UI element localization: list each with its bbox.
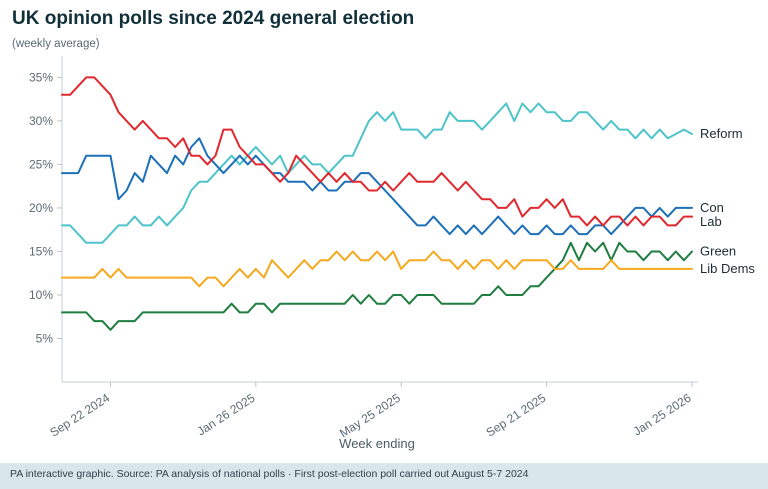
y-tick-label: 10% [29,288,53,302]
x-tick-label: Sep 21 2025 [484,391,549,440]
y-tick-label: 15% [29,244,53,258]
series-label-lab: Lab [700,214,722,229]
series-line-lib-dems [61,250,693,288]
series-label-reform: Reform [700,126,743,141]
series-line-reform [61,102,693,244]
y-tick-label: 30% [29,114,53,128]
y-tick-label: 5% [36,331,54,345]
source-credit: PA interactive graphic. Source: PA analy… [10,468,529,480]
y-tick-label: 20% [29,201,53,215]
y-tick-label: 35% [29,70,53,84]
series-label-green: Green [700,243,736,258]
x-tick-label: May 25 2025 [337,391,403,441]
x-tick-label: Jan 25 2026 [631,391,694,439]
x-axis-title: Week ending [339,436,415,451]
series-line-green [61,241,693,331]
series-line-lab [61,76,693,227]
x-tick-label: Jan 26 2025 [194,391,257,439]
x-tick-label: Sep 22 2024 [47,391,112,440]
series-label-con: Con [700,200,724,215]
line-chart: 5% 10% 15% 20% 25% 30% 35% Sep 22 2024 Jan 26 20… [29,56,755,451]
chart-subtitle: (weekly average) [12,38,100,50]
footer-bar: PA interactive graphic. Source: PA analy… [0,463,768,489]
y-tick-label: 25% [29,157,53,171]
series-line-con [61,137,693,236]
series-label-lib-dems: Lib Dems [700,261,755,276]
chart-title: UK opinion polls since 2024 general elec… [12,8,415,29]
